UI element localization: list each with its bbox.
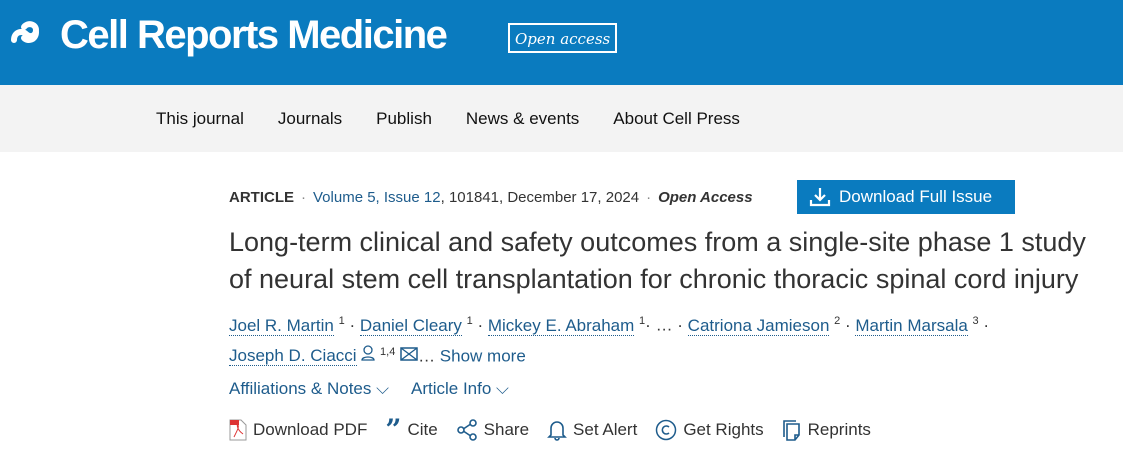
nav-publish[interactable]: Publish <box>376 108 432 128</box>
affiliation-sup: 2 <box>834 315 841 327</box>
set-alert-button[interactable]: Set Alert <box>547 419 637 442</box>
chevron-down-icon: ⌵ <box>376 379 389 399</box>
author-link[interactable]: Martin Marsala <box>855 315 968 336</box>
article-title: Long-term clinical and safety outcomes f… <box>229 227 1086 294</box>
article-header: ARTICLE · Volume 5, Issue 12, 101841, Dec… <box>229 180 1109 447</box>
author-link[interactable]: Daniel Cleary <box>359 315 462 336</box>
article-info-toggle[interactable]: Article Info ⌵ <box>411 379 509 399</box>
publication-date: December 17, 2024 <box>507 188 640 206</box>
reprints-icon <box>782 420 800 442</box>
bell-icon <box>547 421 567 442</box>
journal-title[interactable]: Cell Reports Medicine <box>60 13 448 57</box>
show-more-link[interactable]: Show more <box>439 346 526 366</box>
affiliation-sup: 1,4 <box>380 345 396 358</box>
ellipsis: … <box>418 346 436 366</box>
copyright-icon <box>656 420 677 441</box>
info-toggles: Affiliations & Notes ⌵ Article Info ⌵ <box>229 379 1109 399</box>
affiliation-sup: 3 <box>972 315 979 327</box>
chevron-down-icon: ⌵ <box>496 379 509 399</box>
open-access-label: Open Access <box>658 188 753 206</box>
article-actions: Download PDF ” Cite Share Set Alert Get R… <box>229 413 1109 447</box>
article-meta: ARTICLE · Volume 5, Issue 12, 101841, Dec… <box>229 188 753 206</box>
affiliation-sup: 1 <box>466 315 473 327</box>
author-link[interactable]: Mickey E. Abraham <box>487 315 635 336</box>
author-link[interactable]: Joseph D. Ciacci <box>229 346 357 367</box>
get-rights-button[interactable]: Get Rights <box>655 419 764 441</box>
affiliation-sup: 1 <box>639 315 646 327</box>
nav-about-cell-press[interactable]: About Cell Press <box>613 108 740 128</box>
share-icon <box>456 419 477 442</box>
volume-issue-link[interactable]: Volume 5, Issue 12 <box>313 188 441 206</box>
download-pdf-button[interactable]: Download PDF <box>229 419 367 441</box>
site-header: Cell Reports Medicine Open access <box>0 0 1123 85</box>
affiliations-notes-toggle[interactable]: Affiliations & Notes ⌵ <box>229 379 389 399</box>
author-link[interactable]: Catriona Jamieson <box>687 315 830 336</box>
download-full-issue-label: Download Full Issue <box>839 187 993 206</box>
download-full-issue-button[interactable]: Download Full Issue <box>797 180 1015 214</box>
author-link[interactable]: Joel R. Martin <box>229 315 334 336</box>
pdf-icon <box>229 419 247 441</box>
corresponding-author-icon <box>361 345 375 361</box>
ellipsis: … <box>655 315 673 335</box>
affiliation-sup: 1 <box>338 315 345 327</box>
quote-icon: ” <box>385 413 402 447</box>
open-access-badge: Open access <box>508 23 618 53</box>
download-icon <box>809 188 831 207</box>
nav-this-journal[interactable]: This journal <box>156 108 244 128</box>
nav-news-events[interactable]: News & events <box>465 108 580 128</box>
reprints-button[interactable]: Reprints <box>782 419 871 442</box>
email-icon[interactable] <box>400 347 418 362</box>
main-nav: This journal Journals Publish News & eve… <box>0 85 1123 152</box>
author-list: Joel R. Martin 1 · Daniel Cleary 1 · Mic… <box>229 315 990 367</box>
article-type: ARTICLE <box>229 188 294 206</box>
cell-press-logo-icon[interactable] <box>8 18 48 54</box>
cite-button[interactable]: ” Cite <box>385 413 438 447</box>
share-button[interactable]: Share <box>456 419 529 442</box>
article-number: 101841 <box>448 188 499 206</box>
nav-journals[interactable]: Journals <box>277 108 343 128</box>
